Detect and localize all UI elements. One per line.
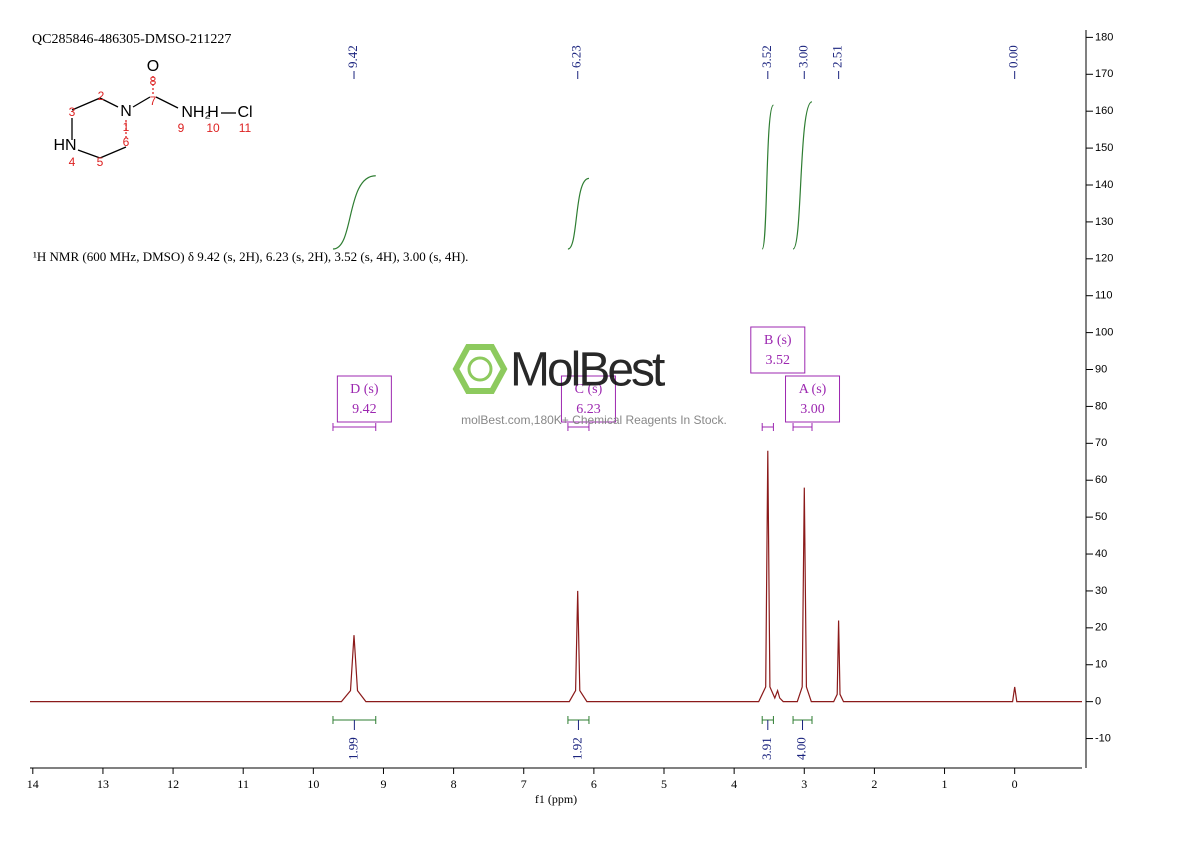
structure-label: 6 <box>123 135 130 149</box>
watermark-brand: MolBest <box>510 344 665 397</box>
multiplet-shift: 3.52 <box>766 353 791 368</box>
spectrum-line <box>30 450 1082 703</box>
structure-label: Cl <box>237 104 252 121</box>
y-tick-label: 70 <box>1095 437 1107 449</box>
y-tick-label: 120 <box>1095 253 1113 265</box>
y-tick-label: 130 <box>1095 216 1113 228</box>
watermark-tagline: molBest.com,180K+ Chemical Reagents In S… <box>461 413 727 427</box>
x-tick-label: 9 <box>380 777 386 791</box>
structure-bonds <box>71 76 236 159</box>
y-tick-label: 10 <box>1095 659 1107 671</box>
structure-label: 8 <box>150 74 157 88</box>
y-tick-label: 20 <box>1095 622 1107 634</box>
y-tick-label: -10 <box>1095 732 1111 744</box>
integral-label: 1.99 <box>345 737 360 760</box>
y-tick-label: 160 <box>1095 105 1113 117</box>
structure-label: NH₂ <box>181 104 210 121</box>
multiplet-name: C (s) <box>575 382 603 397</box>
multiplet-box <box>336 375 392 423</box>
structure-label: 5 <box>97 155 104 169</box>
y-tick-label: 60 <box>1095 474 1107 486</box>
peak-label: 6.23 <box>569 45 584 68</box>
peak-label: 2.51 <box>830 45 845 68</box>
x-tick-label: 5 <box>661 777 667 791</box>
multiplet-box <box>750 326 806 374</box>
subtitle: ¹H NMR (600 MHz, DMSO) δ 9.42 (s, 2H), 6… <box>33 249 468 264</box>
chart-title: QC285846-486305-DMSO-211227 <box>32 32 231 47</box>
multiplet-shift: 3.00 <box>800 402 825 417</box>
y-tick-label: 150 <box>1095 142 1113 154</box>
x-tick-label: 14 <box>27 777 39 791</box>
y-tick-label: 30 <box>1095 585 1107 597</box>
multiplet-name: D (s) <box>350 382 379 397</box>
structure-label: 11 <box>239 121 252 135</box>
integral-label: 1.92 <box>569 737 584 760</box>
y-tick-label: 170 <box>1095 68 1113 80</box>
multiplet-shift: 6.23 <box>576 402 601 417</box>
structure-label: 10 <box>206 121 220 135</box>
y-tick-label: 90 <box>1095 363 1107 375</box>
x-tick-label: 12 <box>167 777 179 791</box>
structure-label: 9 <box>178 121 185 135</box>
x-tick-label: 10 <box>307 777 319 791</box>
structure-label: H <box>207 104 219 121</box>
integral-curve <box>792 101 813 250</box>
structure-label: 3 <box>69 105 76 119</box>
multiplet-name: B (s) <box>764 333 792 348</box>
x-tick-label: 0 <box>1012 777 1018 791</box>
multiplet-box <box>560 375 616 423</box>
multiplet-shift: 9.42 <box>352 402 377 417</box>
y-tick-label: 50 <box>1095 511 1107 523</box>
y-tick-label: 140 <box>1095 179 1113 191</box>
x-tick-label: 6 <box>591 777 597 791</box>
y-tick-label: 40 <box>1095 548 1107 560</box>
structure-label: 4 <box>69 155 76 169</box>
integral-curve <box>332 175 376 250</box>
integral-label: 4.00 <box>794 737 809 760</box>
y-tick-label: 100 <box>1095 327 1113 339</box>
structure-label: 2 <box>98 89 105 103</box>
x-tick-label: 4 <box>731 777 737 791</box>
integral-curve <box>567 177 590 250</box>
structure-label: 7 <box>150 94 157 108</box>
x-axis-label: f1 (ppm) <box>535 792 577 806</box>
x-tick-label: 7 <box>521 777 527 791</box>
integral-label: 3.91 <box>759 737 774 760</box>
x-tick-label: 13 <box>97 777 109 791</box>
x-tick-label: 8 <box>451 777 457 791</box>
structure-label: N <box>120 103 132 120</box>
peak-label: 0.00 <box>1006 45 1021 68</box>
x-tick-label: 3 <box>801 777 807 791</box>
y-tick-label: 180 <box>1095 31 1113 43</box>
structure-label: HN <box>53 137 76 154</box>
y-tick-label: 110 <box>1095 290 1113 302</box>
peak-label: 9.42 <box>345 45 360 68</box>
x-tick-label: 11 <box>237 777 249 791</box>
y-tick-label: 0 <box>1095 696 1101 708</box>
structure-label: 1 <box>123 120 130 134</box>
watermark-logo <box>452 344 508 394</box>
integral-curve <box>761 104 774 250</box>
multiplet-name: A (s) <box>799 382 827 397</box>
peak-label: 3.00 <box>795 45 810 68</box>
x-tick-label: 1 <box>942 777 948 791</box>
y-tick-label: 80 <box>1095 400 1107 412</box>
structure-label: O <box>147 58 159 75</box>
x-tick-label: 2 <box>871 777 877 791</box>
peak-label: 3.52 <box>759 45 774 68</box>
multiplet-box <box>785 375 841 423</box>
